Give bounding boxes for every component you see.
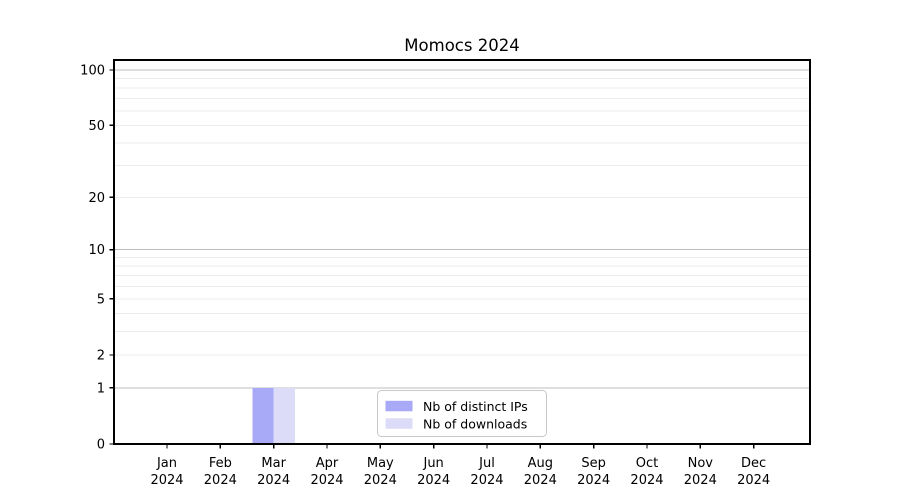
x-tick-label-year: 2024: [204, 473, 237, 488]
x-tick-label-month: Sep: [581, 456, 606, 471]
x-tick-label-month: Mar: [261, 456, 286, 471]
x-tick-label-year: 2024: [364, 473, 397, 488]
x-tick-label-month: Apr: [316, 456, 339, 471]
x-tick-label-month: Jun: [422, 456, 443, 471]
legend-swatch-nb-of-downloads: [385, 418, 413, 429]
y-tick-label: 20: [88, 191, 105, 206]
x-tick-label-month: May: [367, 456, 394, 471]
y-tick-label: 50: [88, 119, 105, 134]
x-tick-label-year: 2024: [630, 473, 663, 488]
x-tick-label-year: 2024: [417, 473, 450, 488]
bar-nb-of-distinct-ips: [252, 387, 274, 444]
x-tick-label-year: 2024: [684, 473, 717, 488]
x-tick-label-year: 2024: [257, 473, 290, 488]
chart-root: 0 1 2 5 10 20 50 100 Jan 2024 Feb 2024 Mar 2024 Apr 202…: [80, 59, 811, 488]
x-tick-label-year: 2024: [737, 473, 770, 488]
y-tick-label: 5: [97, 292, 105, 307]
legend-label: Nb of downloads: [423, 416, 527, 431]
x-tick-label-month: Feb: [209, 456, 232, 471]
legend-box: [377, 390, 547, 437]
x-tick-label-month: Oct: [636, 456, 658, 471]
legend-swatch-nb-of-distinct-ips: [385, 400, 413, 412]
x-tick-label-year: 2024: [577, 473, 610, 488]
y-tick-label: 1: [97, 381, 105, 396]
y-tick-label: 0: [97, 438, 105, 453]
chart-title: Momocs 2024: [404, 36, 519, 55]
x-tick-label-month: Dec: [741, 456, 766, 471]
x-tick-label-month: Nov: [688, 456, 714, 471]
x-tick-label-month: Jan: [156, 456, 177, 471]
bar-nb-of-downloads: [273, 387, 295, 444]
x-tick-label-month: Aug: [528, 456, 553, 471]
x-tick-label-month: Jul: [478, 456, 495, 471]
x-tick-label-year: 2024: [150, 473, 183, 488]
y-tick-label: 10: [88, 243, 105, 258]
y-tick-label: 100: [80, 64, 105, 79]
plot-border: [113, 59, 811, 445]
legend-label: Nb of distinct IPs: [423, 399, 528, 414]
x-tick-label-year: 2024: [524, 473, 557, 488]
x-tick-label-year: 2024: [470, 473, 503, 488]
y-tick-label: 2: [97, 348, 105, 363]
x-tick-label-year: 2024: [310, 473, 343, 488]
